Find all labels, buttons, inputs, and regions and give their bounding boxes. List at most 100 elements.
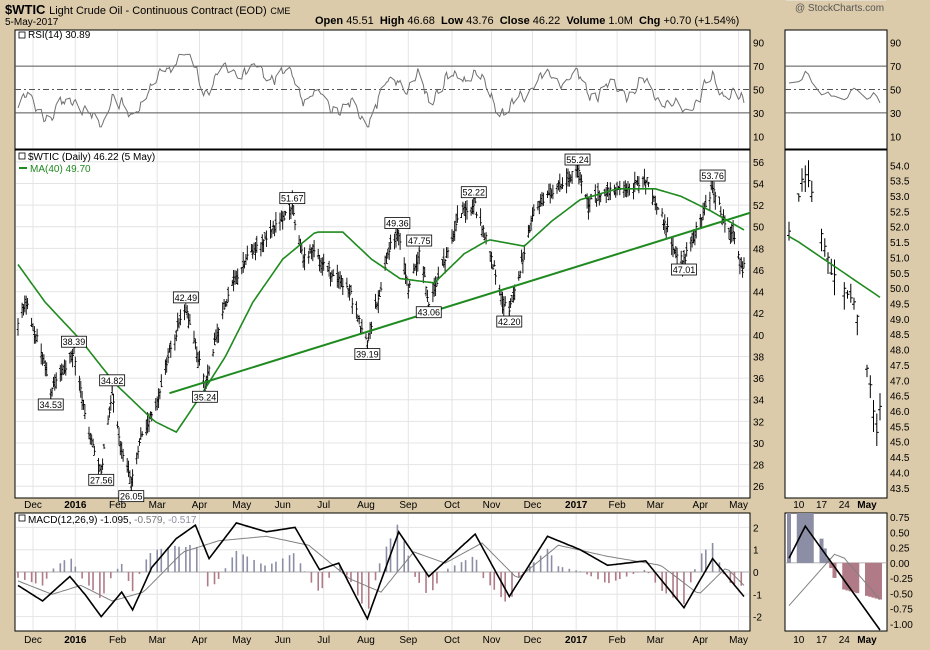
- zoom-price-y-tick: 49.0: [890, 315, 910, 326]
- symbol-title: $WTIC Light Crude Oil - Continuous Contr…: [5, 2, 290, 17]
- x-tick-label: 2017: [565, 635, 588, 646]
- zoom-macd-histogram-bar: [845, 562, 850, 591]
- watermark: @ StockCharts.com: [795, 3, 885, 14]
- zoom-price-y-tick: 51.5: [890, 238, 910, 249]
- zoom-macd-histogram-bar: [826, 558, 830, 563]
- price-y-tick: 30: [753, 439, 765, 450]
- zoom-x-tick-label: 24: [839, 635, 851, 646]
- x-tick-label: Dec: [24, 500, 42, 511]
- price-bars: [16, 162, 746, 493]
- price-legend-marker: [18, 152, 26, 160]
- x-tick-label: Mar: [149, 635, 167, 646]
- price-annotation: 35.24: [194, 392, 217, 402]
- x-tick-label: Dec: [24, 635, 42, 646]
- macd-legend-marker: [18, 514, 26, 522]
- x-tick-label: Mar: [149, 500, 167, 511]
- macd-y-tick: 2: [753, 523, 759, 534]
- volume-label: Volume: [566, 15, 606, 27]
- x-tick-label: May: [232, 635, 251, 646]
- x-tick-label: Jun: [275, 500, 291, 511]
- price-annotation: 42.49: [175, 293, 198, 303]
- price-annotation: 43.06: [417, 308, 440, 318]
- zoom-macd-histogram-bar: [855, 562, 860, 594]
- zoom-x-tick-label: May: [857, 635, 877, 646]
- zoom-macd-histogram-bar: [819, 538, 824, 563]
- price-y-tick: 28: [753, 461, 765, 472]
- x-tick-label: Apr: [192, 635, 208, 646]
- support-trendline: [169, 211, 750, 395]
- price-annotation: 55.24: [566, 155, 589, 165]
- x-tick-label: Apr: [693, 635, 709, 646]
- zoom-price-y-tick: 43.5: [890, 484, 910, 495]
- price-annotation: 47.75: [408, 236, 431, 246]
- zoom-price-y-tick: 45.0: [890, 438, 910, 449]
- price-y-tick: 52: [753, 201, 765, 212]
- macd-legend: MACD(12,26,9) -1.095, -0.579, -0.517: [28, 515, 197, 526]
- zoom-macd-y-tick: -0.25: [890, 574, 913, 585]
- rsi-legend-marker: [18, 31, 26, 39]
- zoom-macd-histogram-bar: [800, 513, 804, 563]
- macd-y-tick: -1: [753, 590, 762, 601]
- low-value: 43.76: [466, 15, 494, 27]
- price-y-tick: 34: [753, 396, 765, 407]
- annotation-box: [406, 234, 433, 247]
- price-y-tick: 44: [753, 288, 765, 299]
- zoom-price-y-tick: 52.5: [890, 207, 910, 218]
- x-tick-label: Jul: [317, 500, 330, 511]
- zoom-macd-histogram-bar: [848, 562, 853, 592]
- chg-label: Chg: [639, 15, 661, 27]
- close-value: 46.22: [532, 15, 561, 27]
- rsi-line: [17, 53, 745, 128]
- price-y-tick: 50: [753, 223, 765, 234]
- x-tick-label: Aug: [357, 500, 375, 511]
- zoom-macd-histogram-bar: [871, 562, 876, 598]
- annotation-box: [88, 473, 115, 486]
- zoom-macd-histogram-bar: [878, 562, 882, 600]
- zoom-ma40-line: [788, 235, 881, 299]
- zoom-macd-y-tick: 0.00: [890, 559, 910, 570]
- zoom-macd-y-tick: 0.25: [890, 544, 910, 555]
- zoom-rsi-y-tick: 70: [890, 62, 902, 73]
- zoom-price-y-tick: 44.5: [890, 453, 910, 464]
- zoom-macd-histogram-bar: [787, 513, 791, 563]
- x-tick-label: Oct: [444, 635, 460, 646]
- zoom-macd-histogram-bar: [809, 513, 814, 563]
- x-tick-label: 2016: [64, 635, 87, 646]
- price-y-tick: 36: [753, 374, 765, 385]
- zoom-price-y-tick: 53.0: [890, 192, 910, 203]
- x-tick-label: Aug: [357, 635, 375, 646]
- x-tick-label: Dec: [524, 635, 542, 646]
- zoom-macd-line: [788, 524, 881, 631]
- x-tick-label: Mar: [647, 500, 665, 511]
- x-tick-label: Jul: [317, 635, 330, 646]
- zoom-price-y-tick: 47.5: [890, 361, 910, 372]
- price-annotation: 42.20: [498, 317, 521, 327]
- zoom-macd-histogram-bar: [829, 562, 834, 569]
- annotation-box: [37, 398, 64, 411]
- x-tick-label: Nov: [483, 635, 501, 646]
- price-y-tick: 26: [753, 482, 765, 493]
- high-value: 46.68: [407, 15, 435, 27]
- price-y-tick: 48: [753, 244, 765, 255]
- macd-y-tick: 0: [753, 568, 759, 579]
- zoom-macd-y-tick: -0.75: [890, 605, 913, 616]
- open-value: 45.51: [346, 15, 374, 27]
- ohlc-summary: Open 45.51 High 46.68 Low 43.76 Close 46…: [315, 15, 739, 27]
- zoom-price-y-tick: 50.5: [890, 269, 910, 280]
- zoom-macd-y-tick: 0.50: [890, 528, 910, 539]
- zoom-price-y-tick: 51.0: [890, 253, 910, 264]
- ma40-line: [17, 188, 745, 434]
- price-y-tick: 38: [753, 352, 765, 363]
- zoom-macd-y-tick: -0.50: [890, 589, 913, 600]
- price-annotation: 34.53: [39, 400, 62, 410]
- x-tick-label: Feb: [109, 500, 127, 511]
- zoom-x-tick-label: May: [857, 500, 877, 511]
- price-annotation: 38.39: [63, 337, 86, 347]
- zoom-macd-histogram-bar: [832, 562, 837, 578]
- zoom-macd-histogram-bar: [868, 562, 873, 597]
- annotation-box: [279, 192, 306, 205]
- x-tick-label: Feb: [109, 635, 127, 646]
- zoom-price-y-tick: 46.0: [890, 407, 910, 418]
- price-legend: $WTIC (Daily) 46.22 (5 May): [28, 152, 155, 163]
- low-label: Low: [441, 15, 464, 27]
